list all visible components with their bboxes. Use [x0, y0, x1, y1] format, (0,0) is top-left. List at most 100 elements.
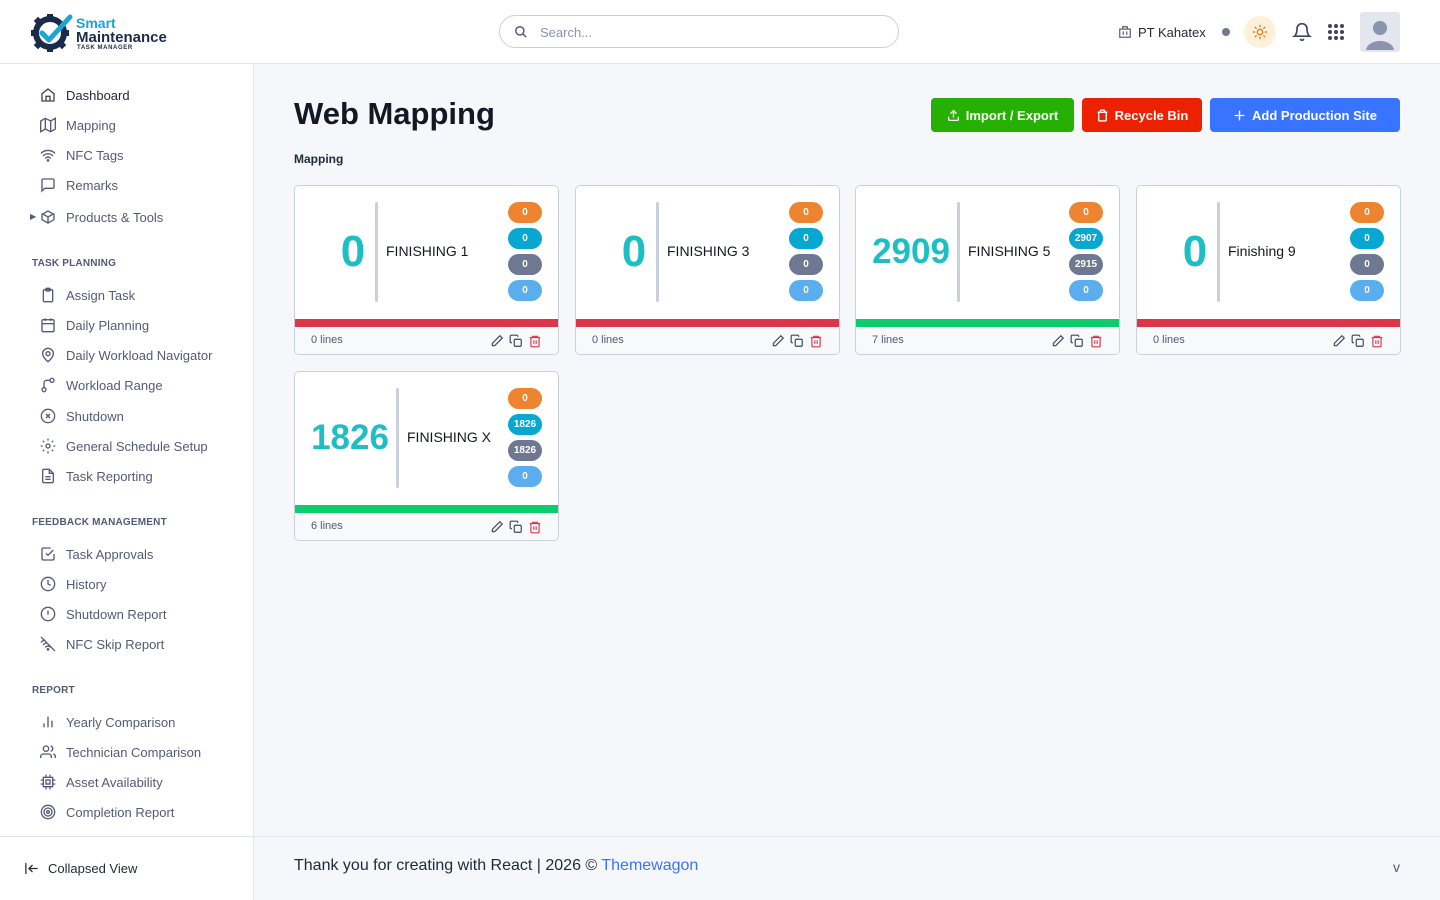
copy-icon[interactable] [509, 520, 523, 534]
clock-icon [40, 576, 56, 592]
page-footer: Thank you for creating with React | 2026… [254, 836, 1440, 900]
bell-icon[interactable] [1292, 22, 1312, 42]
recycle-bin-label: Recycle Bin [1114, 107, 1189, 123]
sidebar-item-nfc-tags[interactable]: NFC Tags [40, 145, 124, 165]
collapse-left-icon [25, 862, 38, 875]
add-production-site-button[interactable]: Add Production Site [1210, 98, 1400, 132]
badge-orange: 0 [1069, 202, 1103, 223]
themewagon-link[interactable]: Themewagon [601, 857, 699, 874]
sidebar-item-label: Technician Comparison [66, 744, 202, 760]
sidebar-item-label: Daily Workload Navigator [66, 347, 213, 363]
message-icon [41, 178, 55, 193]
sidebar-item-task-approvals[interactable]: Task Approvals [40, 544, 153, 564]
apps-grid-icon[interactable] [1327, 23, 1345, 41]
search-input[interactable] [540, 22, 880, 42]
sidebar-item-label: Dashboard [66, 87, 130, 103]
badge-stack: 0 0 0 0 [1350, 202, 1384, 306]
copy-icon[interactable] [1070, 334, 1084, 348]
recycle-bin-button[interactable]: Recycle Bin [1082, 98, 1202, 132]
badge-grey: 0 [1350, 254, 1384, 275]
delete-icon[interactable] [809, 334, 823, 348]
sidebar-item-label: Shutdown Report [66, 606, 167, 622]
site-count: 0 [340, 227, 366, 276]
import-export-button[interactable]: Import / Export [931, 98, 1074, 132]
status-dot [1221, 28, 1230, 36]
sidebar-item-daily-planning[interactable]: Daily Planning [40, 315, 149, 335]
sidebar-item-label: Remarks [66, 177, 119, 193]
production-site-card[interactable]: 1826 FINISHING X 0 1826 1826 0 6 lines [294, 371, 559, 541]
brand-logo[interactable]: Smart Maintenance TASK MANAGER [30, 13, 170, 53]
collapse-sidebar-button[interactable]: Collapsed View [0, 836, 253, 900]
sidebar-item-label: NFC Tags [66, 147, 124, 163]
sidebar-item-mapping[interactable]: Mapping [40, 115, 116, 135]
status-bar [1137, 319, 1400, 327]
page-title: Web Mapping [294, 96, 495, 131]
badge-orange: 0 [1350, 202, 1384, 223]
production-site-card[interactable]: 0 FINISHING 1 0 0 0 0 0 lines [294, 185, 559, 355]
sidebar-item-daily-workload-navigator[interactable]: Daily Workload Navigator [40, 345, 212, 365]
card-divider [656, 202, 659, 302]
sidebar-item-label: Workload Range [66, 377, 163, 393]
sidebar-item-nfc-skip-report[interactable]: NFC Skip Report [40, 634, 164, 654]
sidebar-item-history[interactable]: History [40, 574, 106, 594]
sidebar-item-label: Task Approvals [66, 546, 154, 562]
map-pin-icon [41, 347, 55, 363]
production-site-card[interactable]: 0 Finishing 9 0 0 0 0 0 lines [1136, 185, 1401, 355]
user-avatar[interactable] [1360, 12, 1400, 52]
company-selector[interactable]: PT Kahatex [1118, 22, 1230, 42]
sidebar-item-workload-range[interactable]: Workload Range [40, 375, 163, 395]
sidebar-item-label: Products & Tools [66, 209, 164, 225]
sidebar-item-dashboard[interactable]: Dashboard [40, 85, 130, 105]
badge-grey: 1826 [508, 440, 542, 461]
delete-icon[interactable] [1370, 334, 1384, 348]
settings-icon [40, 438, 56, 454]
collapse-label: Collapsed View [48, 861, 138, 876]
delete-icon[interactable] [1089, 334, 1103, 348]
gear-check-logo-icon [31, 14, 73, 52]
section-title-report: REPORT [32, 685, 75, 696]
site-count: 2909 [872, 232, 950, 271]
breadcrumb: Mapping [294, 152, 344, 166]
edit-icon[interactable] [490, 520, 504, 534]
theme-toggle-button[interactable] [1244, 16, 1276, 48]
sidebar-item-label: Mapping [66, 117, 116, 133]
edit-icon[interactable] [490, 334, 504, 348]
sidebar-item-completion-report[interactable]: Completion Report [40, 802, 174, 822]
site-name: FINISHING 3 [667, 243, 750, 259]
edit-icon[interactable] [1051, 334, 1065, 348]
copy-icon[interactable] [1351, 334, 1365, 348]
delete-icon[interactable] [528, 520, 542, 534]
copy-icon[interactable] [790, 334, 804, 348]
sidebar-item-yearly-comparison[interactable]: Yearly Comparison [40, 712, 175, 732]
sidebar-item-label: Assign Task [66, 287, 136, 303]
sidebar-item-shutdown[interactable]: Shutdown [40, 406, 124, 426]
clipboard-icon [42, 287, 54, 303]
badge-blue: 0 [1350, 280, 1384, 301]
top-navbar: Smart Maintenance TASK MANAGER PT Kahate… [0, 0, 1440, 64]
sidebar-item-label: History [66, 576, 107, 592]
sidebar-item-remarks[interactable]: Remarks [40, 175, 118, 195]
cpu-icon [40, 774, 56, 790]
sidebar-item-technician-comparison[interactable]: Technician Comparison [40, 742, 201, 762]
sidebar-item-asset-availability[interactable]: Asset Availability [40, 772, 163, 792]
status-bar [576, 319, 839, 327]
chevron-right-icon[interactable]: ▶ [30, 212, 37, 221]
card-divider [396, 388, 399, 488]
sidebar-item-shutdown-report[interactable]: Shutdown Report [40, 604, 166, 624]
copy-icon[interactable] [509, 334, 523, 348]
brand-tagline: TASK MANAGER [77, 45, 133, 51]
sidebar-item-label: NFC Skip Report [66, 636, 165, 652]
production-site-card[interactable]: 2909 FINISHING 5 0 2907 2915 0 7 lines [855, 185, 1120, 355]
sidebar-item-products-tools[interactable]: Products & Tools [40, 207, 163, 227]
sidebar-item-task-reporting[interactable]: Task Reporting [40, 466, 153, 486]
badge-cyan: 0 [508, 228, 542, 249]
edit-icon[interactable] [1332, 334, 1346, 348]
production-site-card[interactable]: 0 FINISHING 3 0 0 0 0 0 lines [575, 185, 840, 355]
badge-blue: 0 [789, 280, 823, 301]
badge-orange: 0 [508, 388, 542, 409]
delete-icon[interactable] [528, 334, 542, 348]
sidebar-item-assign-task[interactable]: Assign Task [40, 285, 135, 305]
edit-icon[interactable] [771, 334, 785, 348]
sidebar-item-general-schedule-setup[interactable]: General Schedule Setup [40, 436, 208, 456]
site-name: FINISHING X [407, 429, 492, 445]
